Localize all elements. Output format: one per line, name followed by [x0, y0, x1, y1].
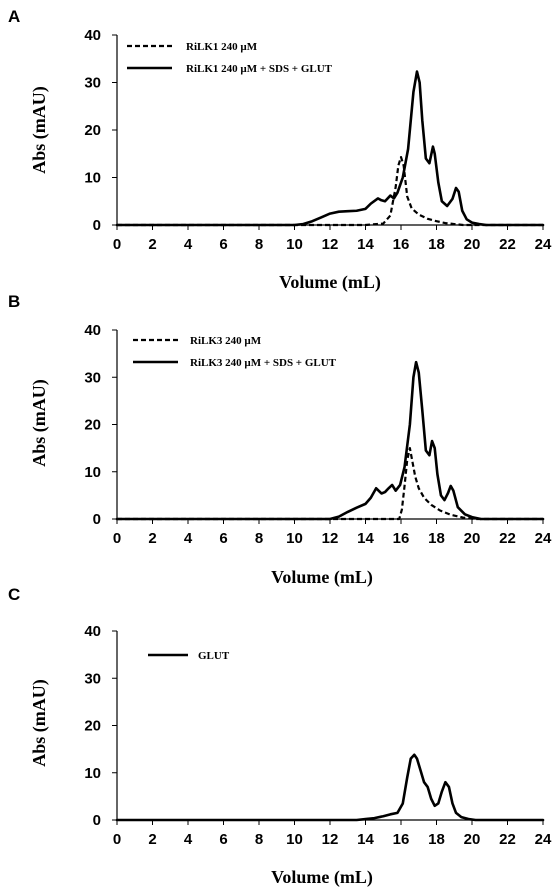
x-tick-label: 22 [499, 236, 516, 253]
x-tick-label: 18 [428, 831, 445, 848]
x-tick-label: 24 [535, 236, 552, 253]
y-tick-label: 30 [84, 670, 101, 687]
x-tick-label: 6 [219, 236, 227, 253]
x-tick-label: 12 [322, 236, 339, 253]
legend-label: RiLK1 240 µM [186, 41, 258, 53]
series-line-dashed [117, 155, 543, 227]
x-tick-label: 22 [499, 530, 516, 547]
x-tick-label: 0 [113, 831, 121, 848]
x-tick-label: 6 [219, 831, 227, 848]
y-axis-title-c: Abs (mAU) [29, 679, 50, 767]
x-tick-label: 10 [286, 831, 303, 848]
y-tick-label: 40 [84, 623, 101, 640]
x-axis-title-b: Volume (mL) [271, 567, 373, 588]
x-tick-label: 6 [219, 530, 227, 547]
panel-letter-a: A [8, 7, 20, 26]
x-tick-label: 0 [113, 236, 121, 253]
x-tick-label: 14 [357, 831, 374, 848]
x-tick-label: 24 [535, 831, 552, 848]
x-tick-label: 24 [535, 530, 552, 547]
x-tick-label: 10 [286, 530, 303, 547]
x-tick-label: 8 [255, 831, 263, 848]
x-tick-label: 16 [393, 831, 410, 848]
y-tick-label: 40 [84, 27, 101, 44]
y-tick-label: 20 [84, 718, 101, 735]
x-axis-title-a: Volume (mL) [279, 272, 381, 293]
series-line-solid [115, 360, 545, 521]
x-tick-label: 20 [464, 530, 481, 547]
y-tick-label: 0 [93, 217, 101, 234]
x-tick-label: 20 [464, 831, 481, 848]
x-tick-label: 20 [464, 236, 481, 253]
x-tick-label: 8 [255, 236, 263, 253]
y-tick-label: 20 [84, 417, 101, 434]
legend-label: RiLK3 240 µM + SDS + GLUT [190, 357, 337, 369]
x-tick-label: 2 [148, 236, 156, 253]
series-line-dashed [117, 447, 543, 521]
x-tick-label: 18 [428, 530, 445, 547]
x-tick-label: 22 [499, 831, 516, 848]
y-axis-title-b: Abs (mAU) [29, 379, 50, 467]
series-line-solid [115, 753, 545, 822]
x-tick-label: 12 [322, 530, 339, 547]
y-tick-label: 10 [84, 464, 101, 481]
legend-label: RiLK3 240 µM [190, 335, 262, 347]
y-tick-label: 20 [84, 122, 101, 139]
y-tick-label: 40 [84, 322, 101, 339]
y-tick-label: 0 [93, 812, 101, 829]
y-tick-label: 30 [84, 369, 101, 386]
legend-label: RiLK1 240 µM + SDS + GLUT [186, 63, 333, 75]
legend-label: GLUT [198, 650, 230, 662]
x-axis-title-c: Volume (mL) [271, 867, 373, 888]
y-tick-label: 10 [84, 765, 101, 782]
panel-letter-b: B [8, 292, 20, 311]
x-tick-label: 12 [322, 831, 339, 848]
x-tick-label: 16 [393, 530, 410, 547]
x-tick-label: 8 [255, 530, 263, 547]
series-line-solid [115, 70, 545, 227]
y-axis-title-a: Abs (mAU) [29, 86, 50, 174]
x-tick-label: 4 [184, 236, 193, 253]
y-tick-label: 30 [84, 75, 101, 92]
x-tick-label: 2 [148, 831, 156, 848]
panel-letter-c: C [8, 585, 20, 604]
x-tick-label: 14 [357, 530, 374, 547]
x-tick-label: 10 [286, 236, 303, 253]
x-tick-label: 0 [113, 530, 121, 547]
y-tick-label: 0 [93, 511, 101, 528]
x-tick-label: 4 [184, 530, 193, 547]
x-tick-label: 18 [428, 236, 445, 253]
x-tick-label: 4 [184, 831, 193, 848]
x-tick-label: 16 [393, 236, 410, 253]
y-tick-label: 10 [84, 170, 101, 187]
x-tick-label: 2 [148, 530, 156, 547]
x-tick-label: 14 [357, 236, 374, 253]
